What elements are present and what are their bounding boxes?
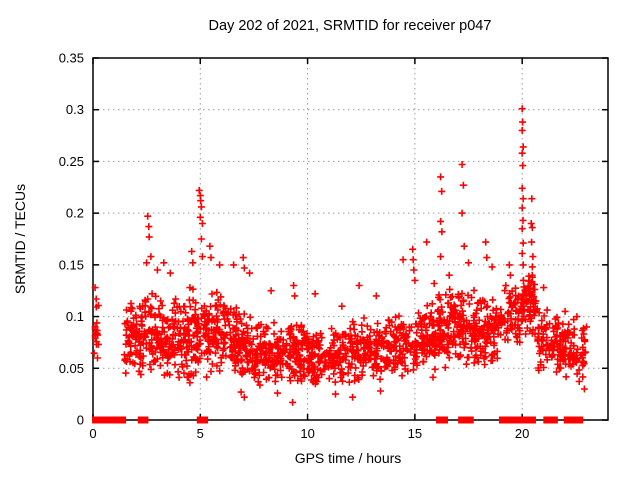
x-tick-label: 15: [408, 426, 422, 441]
x-tick-label: 5: [197, 426, 204, 441]
zero-value-cluster: [519, 416, 536, 424]
data-points-layer: [90, 105, 590, 424]
zero-value-cluster: [563, 416, 584, 424]
scatter-points: [90, 105, 590, 406]
axes-and-ticks: [92, 57, 609, 421]
x-axis-label: GPS time / hours: [295, 450, 402, 466]
x-tick-label: 0: [89, 426, 96, 441]
zero-value-cluster: [92, 416, 103, 424]
y-tick-label: 0.25: [59, 154, 84, 169]
y-tick-label: 0.2: [66, 206, 84, 221]
y-tick-label: 0.1: [66, 309, 84, 324]
y-tick-label: 0: [77, 413, 84, 428]
y-tick-label: 0.15: [59, 257, 84, 272]
zero-value-cluster: [98, 416, 109, 424]
chart-title: Day 202 of 2021, SRMTID for receiver p04…: [209, 18, 492, 34]
x-tick-label: 20: [515, 426, 529, 441]
y-tick-label: 0.05: [59, 361, 84, 376]
y-tick-label: 0.3: [66, 102, 84, 117]
zero-value-cluster: [498, 416, 512, 424]
zero-value-cluster: [196, 416, 209, 424]
y-tick-label: 0.35: [59, 51, 84, 66]
zero-value-cluster: [436, 416, 448, 424]
zero-value-cluster: [137, 416, 149, 424]
zero-value-cluster: [104, 416, 127, 424]
y-axis-label: SRMTID / TECUs: [12, 184, 28, 294]
tick-labels: 0 5 10 15 20 0 0.05 0.1 0.15 0.2 0.25 0.3 0.35: [59, 51, 530, 442]
zero-value-cluster: [543, 416, 558, 424]
zero-value-cluster: [458, 416, 474, 424]
zero-value-cluster: [509, 416, 522, 424]
grid-lines: [93, 58, 608, 420]
x-tick-label: 10: [300, 426, 314, 441]
